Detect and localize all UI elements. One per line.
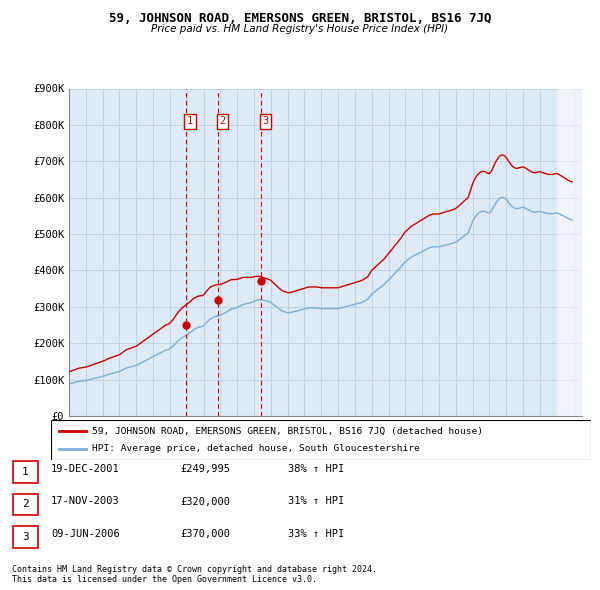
Text: 3: 3: [22, 532, 29, 542]
Text: 59, JOHNSON ROAD, EMERSONS GREEN, BRISTOL, BS16 7JQ (detached house): 59, JOHNSON ROAD, EMERSONS GREEN, BRISTO…: [91, 427, 482, 436]
FancyBboxPatch shape: [13, 526, 38, 548]
Text: 1: 1: [22, 467, 29, 477]
Text: 09-JUN-2006: 09-JUN-2006: [51, 529, 120, 539]
Text: 2: 2: [22, 500, 29, 509]
Text: This data is licensed under the Open Government Licence v3.0.: This data is licensed under the Open Gov…: [12, 575, 317, 584]
Text: 33% ↑ HPI: 33% ↑ HPI: [288, 529, 344, 539]
FancyBboxPatch shape: [13, 461, 38, 483]
FancyBboxPatch shape: [51, 420, 591, 460]
Text: 2: 2: [219, 116, 226, 126]
Text: HPI: Average price, detached house, South Gloucestershire: HPI: Average price, detached house, Sout…: [91, 444, 419, 454]
Text: 17-NOV-2003: 17-NOV-2003: [51, 497, 120, 506]
Text: £249,995: £249,995: [180, 464, 230, 474]
Text: £320,000: £320,000: [180, 497, 230, 506]
Text: £370,000: £370,000: [180, 529, 230, 539]
Text: 31% ↑ HPI: 31% ↑ HPI: [288, 497, 344, 506]
Text: Contains HM Land Registry data © Crown copyright and database right 2024.: Contains HM Land Registry data © Crown c…: [12, 565, 377, 574]
Text: 19-DEC-2001: 19-DEC-2001: [51, 464, 120, 474]
Text: 59, JOHNSON ROAD, EMERSONS GREEN, BRISTOL, BS16 7JQ: 59, JOHNSON ROAD, EMERSONS GREEN, BRISTO…: [109, 12, 491, 25]
Text: 38% ↑ HPI: 38% ↑ HPI: [288, 464, 344, 474]
Text: 3: 3: [262, 116, 269, 126]
Text: 1: 1: [187, 116, 193, 126]
FancyBboxPatch shape: [13, 494, 38, 515]
Text: Price paid vs. HM Land Registry's House Price Index (HPI): Price paid vs. HM Land Registry's House …: [151, 24, 449, 34]
